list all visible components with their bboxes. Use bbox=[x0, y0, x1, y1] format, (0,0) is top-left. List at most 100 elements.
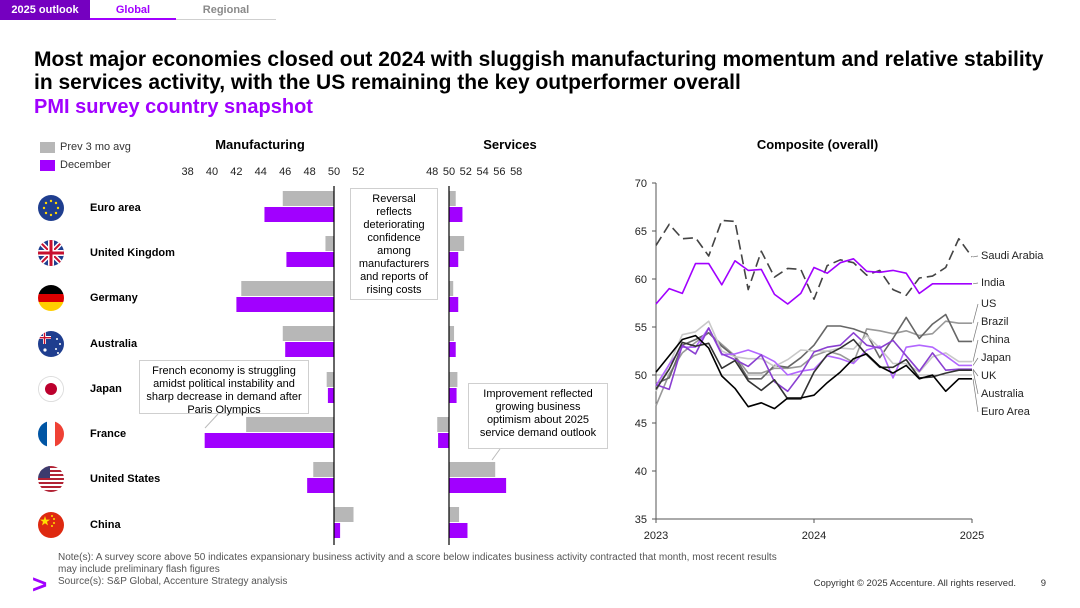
line-saudi-arabia-leader bbox=[972, 255, 979, 258]
legend-label-december: December bbox=[60, 159, 111, 171]
svc-bar-december bbox=[449, 207, 463, 222]
line-india-label: India bbox=[981, 277, 1006, 289]
services-title: Services bbox=[483, 137, 537, 152]
svc-bar-december bbox=[438, 433, 449, 448]
country-row-japan: Japan bbox=[38, 376, 122, 402]
mfg-tick-label: 38 bbox=[181, 166, 193, 178]
footnote: Note(s): A survey score above 50 indicat… bbox=[58, 552, 798, 588]
mfg-bar-december bbox=[264, 207, 334, 222]
country-row-france: France bbox=[38, 421, 126, 447]
line-australia-leader bbox=[972, 370, 979, 395]
y-tick-label: 40 bbox=[635, 466, 647, 478]
country-label: Japan bbox=[90, 383, 122, 395]
mfg-bar-december bbox=[204, 433, 334, 448]
line-uk bbox=[655, 327, 972, 393]
line-india bbox=[655, 257, 972, 305]
mfg-tick-label: 48 bbox=[303, 166, 315, 178]
country-row-uk: United Kingdom bbox=[38, 240, 175, 266]
svc-tick-label: 58 bbox=[510, 166, 522, 178]
mfg-bar-december bbox=[285, 342, 334, 357]
svc-bar-december bbox=[449, 252, 459, 267]
mfg-bar-prev bbox=[313, 462, 334, 477]
svc-tick-label: 48 bbox=[426, 166, 438, 178]
tab-2025-outlook[interactable]: 2025 outlook bbox=[0, 0, 90, 20]
y-tick-label: 60 bbox=[635, 274, 647, 286]
accenture-logo: > bbox=[32, 569, 48, 599]
country-row-australia: Australia bbox=[38, 331, 137, 357]
svc-bar-december bbox=[449, 478, 507, 493]
mfg-bar-december bbox=[327, 388, 334, 403]
mfg-bar-prev bbox=[334, 507, 354, 522]
mfg-tick-label: 44 bbox=[255, 166, 267, 178]
line-china-leader bbox=[972, 339, 979, 362]
line-brazil bbox=[655, 313, 972, 385]
subtitle: PMI survey country snapshot bbox=[34, 96, 313, 118]
footnote-source: Source(s): S&P Global, Accenture Strateg… bbox=[58, 576, 288, 587]
line-euro-area bbox=[655, 334, 972, 410]
x-tick-label: 2024 bbox=[802, 530, 826, 542]
mfg-bar-prev bbox=[325, 236, 334, 251]
tab-global[interactable]: Global bbox=[90, 0, 176, 20]
country-row-united-states: United States bbox=[38, 466, 160, 492]
line-japan-label: Japan bbox=[981, 352, 1011, 364]
line-uk-label: UK bbox=[981, 370, 997, 382]
svc-bar-december bbox=[449, 342, 456, 357]
svc-tick-label: 50 bbox=[443, 166, 455, 178]
tab-regional[interactable]: Regional bbox=[176, 0, 276, 20]
y-tick-label: 50 bbox=[635, 370, 647, 382]
line-china bbox=[655, 320, 972, 392]
y-tick-label: 35 bbox=[635, 514, 647, 526]
svc-tick-label: 54 bbox=[476, 166, 488, 178]
composite-title: Composite (overall) bbox=[756, 137, 879, 152]
country-label: Australia bbox=[90, 338, 138, 350]
country-label: Germany bbox=[90, 292, 138, 304]
country-label: Euro area bbox=[90, 202, 141, 214]
svc-bar-prev bbox=[449, 281, 454, 296]
mfg-bar-prev bbox=[326, 372, 334, 387]
svc-bar-december bbox=[449, 388, 457, 403]
us-flag-icon bbox=[38, 466, 64, 492]
page-number: 9 bbox=[1040, 578, 1046, 589]
country-label: United Kingdom bbox=[90, 247, 175, 259]
china-flag-icon bbox=[38, 512, 64, 538]
line-japan-leader bbox=[972, 357, 979, 366]
x-tick-label: 2023 bbox=[644, 530, 668, 542]
country-label: United States bbox=[90, 473, 161, 485]
copyright: Copyright © 2025 Accenture. All rights r… bbox=[813, 578, 1016, 589]
japan-flag-icon bbox=[38, 376, 64, 402]
mfg-bar-prev bbox=[282, 191, 334, 206]
line-australia-label: Australia bbox=[981, 388, 1025, 400]
legend: Prev 3 mo avg December bbox=[40, 141, 180, 175]
line-us-leader bbox=[972, 303, 979, 324]
country-row-germany: Germany bbox=[38, 285, 138, 311]
france-flag-icon bbox=[38, 421, 64, 447]
line-euro-area-leader bbox=[972, 378, 979, 413]
footnote-note: Note(s): A survey score above 50 indicat… bbox=[58, 552, 777, 575]
mfg-tick-label: 42 bbox=[230, 166, 242, 178]
country-row-china: China bbox=[38, 512, 121, 538]
country-row-euro-area: Euro area bbox=[38, 195, 141, 221]
mfg-bar-prev bbox=[282, 326, 334, 341]
germany-flag-icon bbox=[38, 285, 64, 311]
mfg-tick-label: 40 bbox=[206, 166, 218, 178]
svc-bar-prev bbox=[449, 236, 465, 251]
svc-tick-label: 52 bbox=[460, 166, 472, 178]
line-china-label: China bbox=[981, 334, 1011, 346]
mfg-tick-label: 46 bbox=[279, 166, 291, 178]
svc-bar-december bbox=[449, 297, 459, 312]
legend-label-prev: Prev 3 mo avg bbox=[60, 141, 131, 153]
australia-flag-icon bbox=[38, 331, 64, 357]
headline: Most major economies closed out 2024 wit… bbox=[34, 48, 1044, 94]
callout-us-pointer bbox=[491, 448, 501, 461]
mfg-bar-december bbox=[236, 297, 334, 312]
manufacturing-title: Manufacturing bbox=[215, 137, 305, 152]
mfg-bar-prev bbox=[246, 417, 334, 432]
mfg-bar-prev bbox=[241, 281, 334, 296]
mfg-tick-label: 50 bbox=[328, 166, 340, 178]
svc-bar-prev bbox=[449, 191, 456, 206]
mfg-bar-december bbox=[334, 523, 341, 538]
mfg-bar-december bbox=[286, 252, 334, 267]
line-india-leader bbox=[972, 282, 979, 285]
callout-france-pointer bbox=[204, 413, 219, 429]
